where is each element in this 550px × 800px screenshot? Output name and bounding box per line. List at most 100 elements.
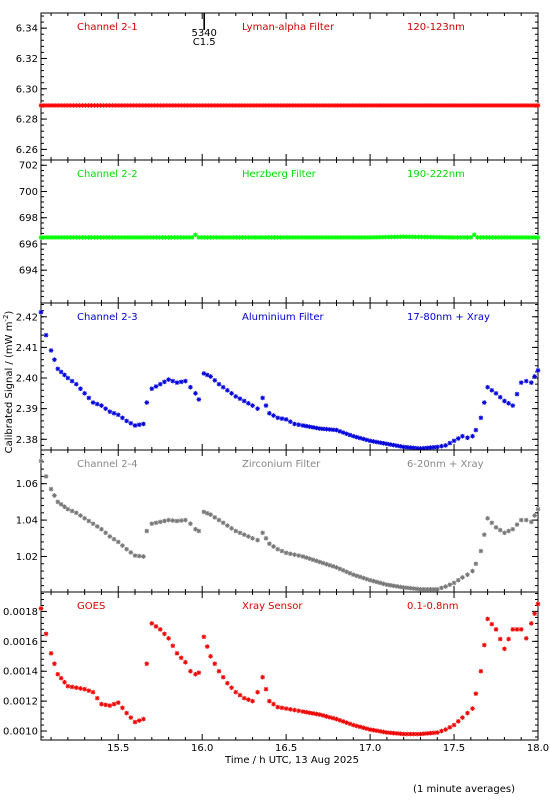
data-point	[267, 698, 272, 704]
panel-frame	[40, 159, 539, 304]
data-point	[267, 410, 272, 416]
data-point	[86, 395, 92, 401]
data-point	[208, 374, 213, 379]
data-point	[502, 398, 507, 404]
data-point	[518, 517, 524, 523]
data-point	[371, 578, 376, 584]
y-axis-label: Calibrated Signal / (mW m-2)	[2, 311, 15, 454]
panel-frame	[40, 12, 539, 161]
data-point	[111, 701, 117, 707]
data-point	[166, 377, 171, 382]
data-point	[73, 510, 79, 516]
data-point	[216, 668, 222, 674]
data-point	[82, 515, 87, 521]
data-point	[225, 680, 230, 686]
data-point	[447, 724, 453, 730]
data-point	[506, 636, 511, 642]
data-point	[136, 718, 142, 723]
data-point	[300, 423, 306, 428]
data-point	[246, 534, 251, 539]
data-point	[149, 386, 155, 392]
event-marker-top-label: 5340	[191, 28, 216, 39]
x-tick-label: 18.0	[527, 743, 549, 754]
data-point	[166, 636, 171, 641]
data-point	[212, 661, 218, 667]
data-point	[241, 398, 247, 404]
panel-channel-2-4: 1.02 1.04 1.06 Channel 2-4 Zirconium Filter 6…	[16, 449, 541, 593]
data-point	[317, 426, 323, 431]
data-point	[183, 659, 188, 665]
data-point	[212, 378, 218, 383]
data-point	[465, 572, 470, 578]
data-point	[351, 722, 356, 728]
data-point	[370, 235, 376, 240]
data-point	[132, 553, 138, 558]
data-point	[193, 391, 198, 396]
data-point	[451, 438, 457, 444]
data-point	[357, 724, 363, 730]
panel-data-points	[38, 232, 541, 240]
x-axis-label: Time / h UTC, 13 Aug 2025	[224, 755, 359, 766]
panel-filter-label: Xray Sensor	[242, 601, 303, 612]
data-point	[220, 384, 226, 390]
y-tick-label: 698	[19, 213, 38, 224]
data-point	[489, 621, 495, 627]
data-point	[428, 445, 433, 450]
data-point	[493, 235, 498, 240]
y-tick-label: 6.32	[16, 54, 38, 65]
data-point	[357, 435, 363, 441]
data-point	[361, 436, 366, 442]
y-tick-label: 1.02	[16, 552, 38, 563]
data-point	[170, 643, 176, 649]
y-tick-label: 6.26	[16, 145, 38, 156]
data-point	[38, 309, 44, 315]
data-point	[314, 711, 319, 717]
data-point	[132, 719, 138, 725]
data-point	[296, 422, 302, 428]
data-point	[391, 583, 396, 589]
data-point	[434, 586, 440, 592]
data-point	[307, 424, 312, 430]
data-point	[178, 518, 184, 523]
data-point	[157, 627, 163, 632]
data-point	[128, 715, 134, 720]
data-point	[374, 579, 380, 585]
data-point	[310, 711, 316, 716]
data-point	[38, 458, 44, 464]
data-point	[86, 688, 92, 693]
data-point	[82, 686, 87, 692]
panels-layer: 6.26 6.28 6.30 6.32 6.34 Channel 2-1 Lyman-alp…	[3, 12, 541, 741]
data-point	[439, 443, 444, 449]
data-point	[124, 418, 129, 424]
data-point	[263, 535, 269, 541]
data-point	[411, 586, 417, 591]
data-point	[371, 727, 376, 733]
data-point	[377, 729, 383, 734]
y-tick-label: 0.0010	[3, 727, 38, 738]
data-point	[470, 706, 475, 711]
data-point	[199, 103, 205, 108]
y-tick-label: 6.28	[16, 115, 38, 126]
data-point	[94, 524, 100, 529]
data-point	[292, 552, 297, 557]
data-point	[364, 726, 370, 731]
data-point	[451, 580, 457, 586]
data-point	[94, 695, 100, 701]
data-point	[367, 727, 373, 732]
data-point	[320, 713, 326, 718]
data-point	[387, 582, 393, 588]
panel-data-points	[38, 458, 541, 592]
data-point	[229, 525, 234, 531]
data-point	[233, 394, 239, 399]
panel-channel-label: Channel 2-2	[77, 169, 138, 180]
data-point	[162, 379, 167, 385]
data-point	[307, 710, 312, 716]
panel-channel-2-1: 6.26 6.28 6.30 6.32 6.34 Channel 2-1 Lyman-alp…	[16, 12, 541, 161]
data-point	[58, 502, 64, 507]
data-point	[229, 685, 234, 690]
data-point	[157, 381, 163, 387]
data-point	[78, 686, 83, 691]
data-point	[502, 646, 507, 652]
data-point	[246, 697, 251, 702]
event-marker-bottom-label: C1.5	[193, 37, 216, 48]
